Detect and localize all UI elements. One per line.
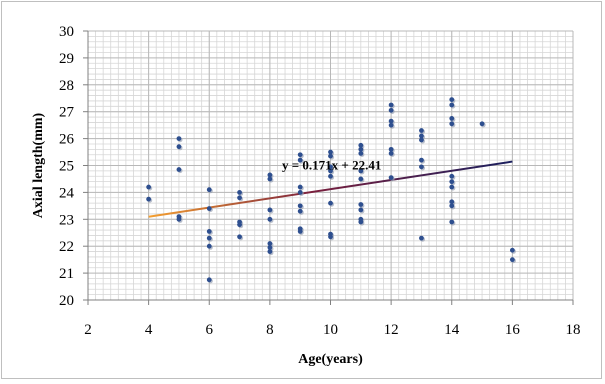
- x-tick-label: 12: [384, 322, 399, 338]
- y-tick-label: 20: [59, 293, 74, 309]
- data-point: [297, 229, 303, 234]
- data-point: [449, 219, 455, 225]
- data-point: [206, 235, 212, 241]
- data-point: [206, 206, 212, 211]
- data-point: [328, 173, 333, 179]
- data-point: [176, 216, 182, 222]
- data-point: [449, 179, 455, 185]
- x-tick-label: 10: [323, 322, 338, 338]
- data-point: [328, 234, 333, 240]
- data-point: [297, 184, 303, 190]
- data-point: [267, 216, 273, 222]
- data-point: [388, 107, 394, 113]
- data-point: [176, 144, 182, 150]
- data-point: [328, 149, 333, 155]
- y-tick-label: 25: [59, 159, 74, 175]
- data-point: [509, 247, 515, 253]
- data-point: [206, 229, 212, 234]
- x-axis-label: Age(years): [298, 352, 363, 367]
- data-point: [388, 175, 394, 181]
- data-point: [449, 116, 455, 121]
- trendline-equation: y = 0.171x + 22.41: [282, 158, 381, 173]
- y-tick-label: 26: [59, 132, 75, 148]
- data-point: [237, 234, 242, 240]
- data-point: [449, 203, 455, 209]
- data-point: [267, 172, 273, 178]
- y-tick-label: 21: [59, 266, 74, 282]
- data-point: [297, 152, 303, 158]
- data-point: [206, 187, 212, 193]
- data-point: [388, 150, 394, 156]
- data-point: [509, 257, 515, 263]
- x-tick-label: 6: [206, 322, 214, 338]
- data-point: [419, 164, 424, 170]
- x-tick-label: 4: [145, 322, 153, 338]
- data-point: [358, 168, 364, 174]
- data-point: [358, 146, 364, 152]
- data-point: [358, 207, 364, 213]
- data-point: [328, 153, 333, 159]
- y-tick-label: 28: [59, 78, 74, 94]
- data-point: [449, 97, 455, 102]
- y-tick-label: 27: [59, 105, 75, 121]
- data-point: [297, 157, 303, 163]
- data-point: [297, 190, 303, 195]
- data-point: [388, 146, 394, 152]
- data-point: [206, 277, 212, 283]
- data-point: [146, 196, 152, 202]
- data-point: [297, 208, 303, 214]
- data-point: [237, 195, 242, 201]
- data-point: [267, 241, 273, 246]
- y-tick-label: 22: [59, 239, 74, 255]
- y-axis-label: Axial length(mm): [31, 112, 46, 218]
- x-tick-label: 16: [505, 322, 521, 338]
- y-tick-label: 30: [59, 24, 74, 40]
- data-point: [297, 203, 303, 209]
- y-tick-label: 29: [59, 51, 74, 67]
- data-point: [419, 133, 424, 139]
- data-points: [146, 97, 516, 284]
- data-point: [206, 243, 212, 249]
- data-point: [358, 142, 364, 148]
- chart-frame: 2 4 6 8 10 12 14 16 18 20 21 22 23 24 25 26 27 28 29 30 y =…: [1, 1, 602, 379]
- data-point: [358, 202, 364, 207]
- data-point: [176, 136, 182, 142]
- data-point: [449, 199, 455, 205]
- data-point: [388, 122, 394, 128]
- data-point: [388, 102, 394, 108]
- x-tick-label: 18: [566, 322, 581, 338]
- data-point: [328, 168, 333, 174]
- data-point: [237, 190, 242, 195]
- data-point: [328, 200, 333, 206]
- data-point: [449, 173, 455, 179]
- data-point: [419, 137, 424, 143]
- x-tick-label: 2: [84, 322, 92, 338]
- data-point: [358, 219, 364, 225]
- data-point: [419, 157, 424, 163]
- data-point: [419, 235, 424, 241]
- data-point: [479, 121, 485, 127]
- data-point: [449, 184, 455, 190]
- data-point: [449, 121, 455, 127]
- data-point: [146, 184, 152, 190]
- data-point: [267, 176, 273, 182]
- data-point: [267, 207, 273, 213]
- y-tick-label: 24: [59, 185, 75, 201]
- data-point: [267, 249, 273, 254]
- y-tick-label: 23: [59, 212, 74, 228]
- data-point: [328, 164, 333, 170]
- data-point: [449, 102, 455, 108]
- data-point: [358, 176, 364, 182]
- data-point: [358, 150, 364, 156]
- data-point: [176, 167, 182, 172]
- data-point: [237, 222, 242, 228]
- data-point: [388, 118, 394, 124]
- x-tick-label: 14: [444, 322, 460, 338]
- x-tick-label: 8: [266, 322, 274, 338]
- data-point: [267, 245, 273, 250]
- data-point: [419, 128, 424, 133]
